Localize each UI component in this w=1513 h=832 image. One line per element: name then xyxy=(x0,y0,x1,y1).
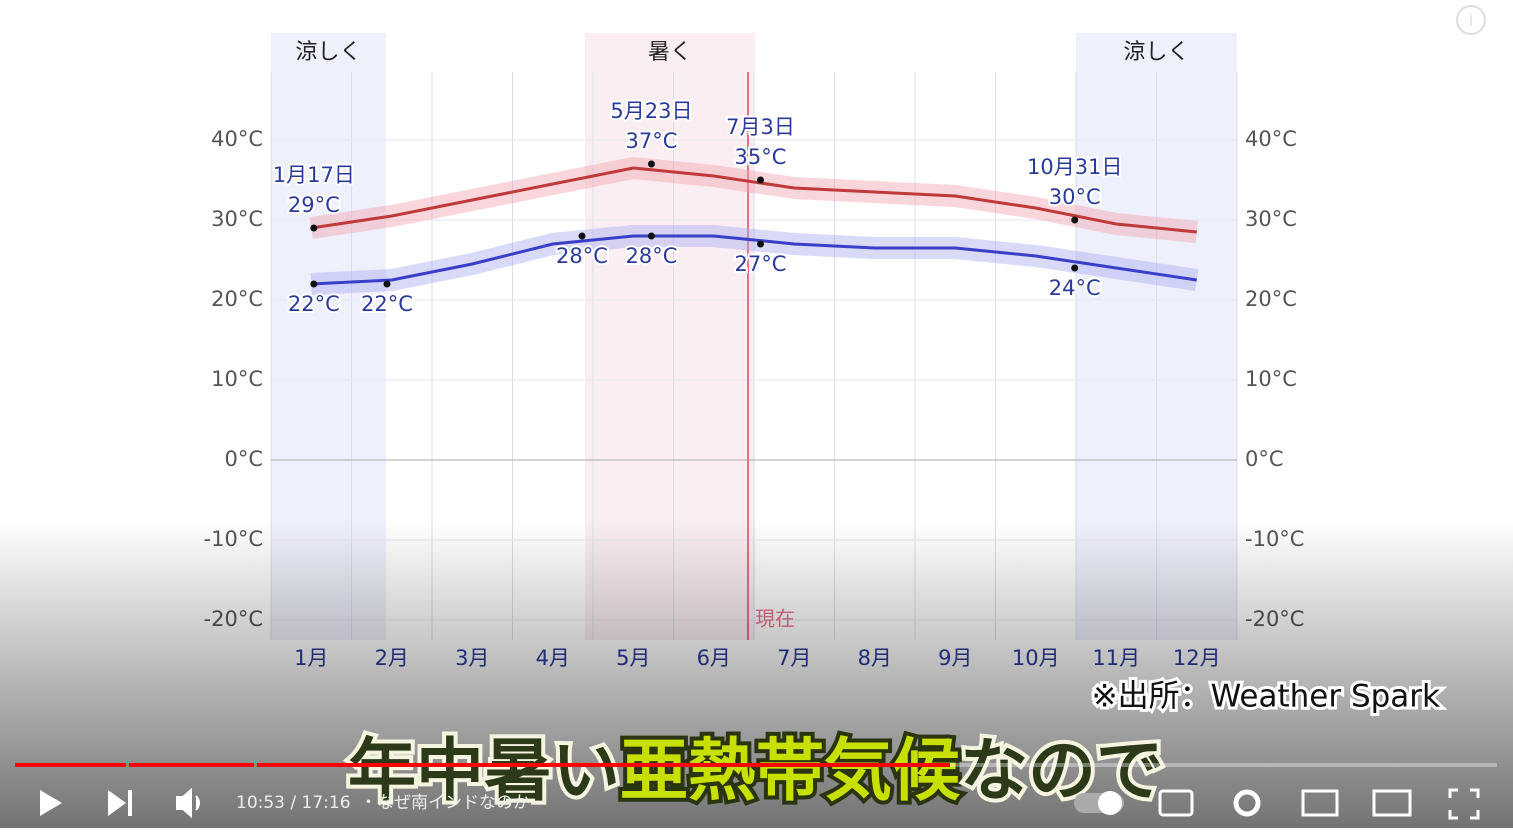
marker-label: 22°C xyxy=(288,292,340,316)
marker-dot xyxy=(647,160,655,168)
marker-label: 24°C xyxy=(1049,276,1101,300)
marker-dot xyxy=(310,280,318,288)
caption-part: なので xyxy=(960,732,1164,811)
caption-part: 亜熱帯気候 xyxy=(620,732,960,811)
season-label: 暑く xyxy=(648,40,692,65)
volume-button[interactable] xyxy=(176,787,200,819)
marker-date: 5月23日 xyxy=(610,99,692,123)
next-button[interactable] xyxy=(108,790,132,816)
marker-dot xyxy=(647,232,655,240)
marker-dot xyxy=(756,176,764,184)
season-label: 涼しく xyxy=(1123,40,1189,65)
autoplay-knob xyxy=(1098,791,1122,815)
marker-label: 29°C xyxy=(288,193,340,217)
marker-date: 1月17日 xyxy=(273,163,355,187)
caption: 年中暑い亜熱帯気候なので xyxy=(348,732,1164,811)
y-tick-label: 30°C xyxy=(211,207,263,231)
player-shade xyxy=(0,520,1513,828)
y2-tick-label: 0°C xyxy=(1245,447,1284,471)
y2-tick-label: 40°C xyxy=(1245,127,1297,151)
subtitles-button[interactable] xyxy=(1158,789,1194,817)
info-button[interactable] xyxy=(1456,5,1486,35)
marker-dot xyxy=(578,232,586,240)
marker-label: 30°C xyxy=(1049,185,1101,209)
settings-button[interactable] xyxy=(1233,789,1261,817)
marker-label: 35°C xyxy=(735,145,787,169)
y-tick-label: 20°C xyxy=(211,287,263,311)
caption-part: 年中暑い xyxy=(348,732,620,811)
chapter-gap xyxy=(254,763,257,767)
y2-tick-label: 30°C xyxy=(1245,207,1297,231)
series-line xyxy=(311,166,1197,234)
marker-label: 27°C xyxy=(735,252,787,276)
play-button[interactable] xyxy=(40,790,62,816)
season-label: 涼しく xyxy=(295,40,361,65)
marker-label: 28°C xyxy=(556,244,608,268)
marker-date: 10月31日 xyxy=(1027,155,1122,179)
marker-label: 37°C xyxy=(625,129,677,153)
marker-dot xyxy=(1071,264,1079,272)
source-text: ※出所：Weather Spark xyxy=(1092,679,1440,715)
y-tick-label: 40°C xyxy=(211,127,263,151)
y2-tick-label: 10°C xyxy=(1245,367,1297,391)
progress-played xyxy=(15,763,950,767)
marker-date: 7月3日 xyxy=(726,115,795,139)
marker-dot xyxy=(310,224,318,232)
y-tick-label: 10°C xyxy=(211,367,263,391)
info-icon: i xyxy=(1469,11,1473,30)
chapter-title[interactable]: ・なぜ南インドなのか xyxy=(360,793,530,813)
chapter-gap xyxy=(126,763,129,767)
miniplayer-button[interactable] xyxy=(1301,789,1339,817)
y-tick-label: 0°C xyxy=(224,447,263,471)
fullscreen-button[interactable] xyxy=(1448,788,1480,820)
marker-dot xyxy=(756,240,764,248)
time-display: 10:53 / 17:16 xyxy=(236,793,351,813)
marker-dot xyxy=(1071,216,1079,224)
chart: 涼しく暑く涼しく-20°C-20°C-10°C-10°C0°C0°C10°C10… xyxy=(204,33,1304,670)
marker-dot xyxy=(383,280,391,288)
theater-button[interactable] xyxy=(1372,789,1412,817)
marker-label: 22°C xyxy=(361,292,413,316)
marker-label: 28°C xyxy=(625,244,677,268)
series-line xyxy=(311,234,1197,286)
y2-tick-label: 20°C xyxy=(1245,287,1297,311)
